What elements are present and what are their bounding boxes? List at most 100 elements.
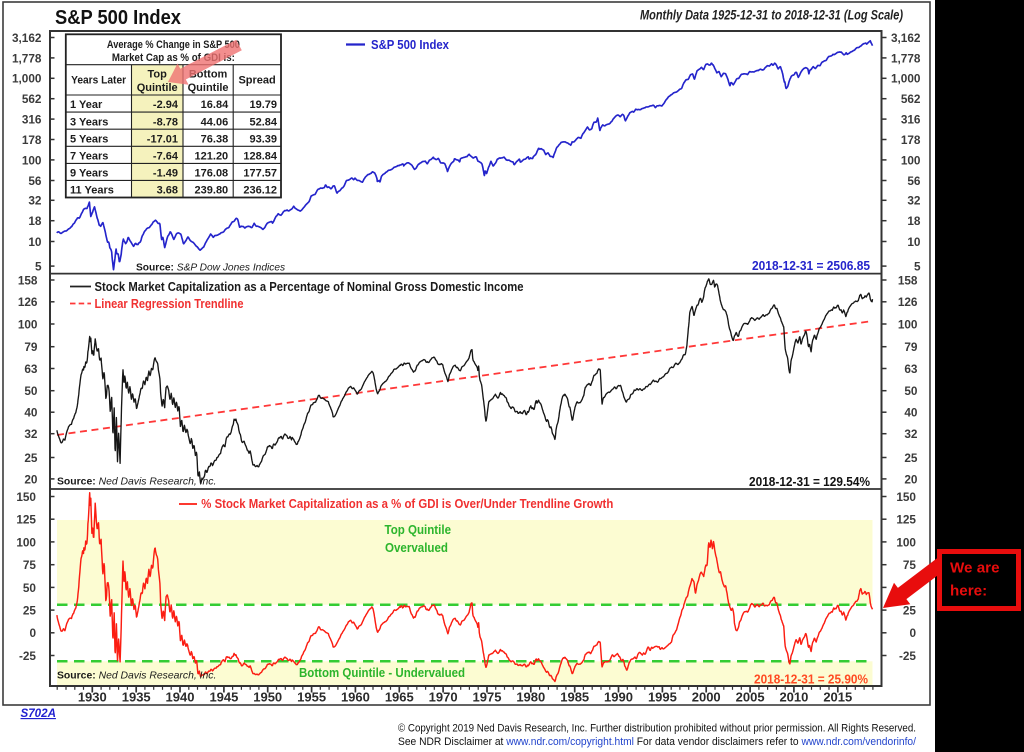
svg-text:1970: 1970 xyxy=(429,690,458,705)
svg-text:100: 100 xyxy=(898,317,918,331)
svg-text:25: 25 xyxy=(24,451,38,465)
svg-text:56: 56 xyxy=(907,174,921,188)
svg-text:-17.01: -17.01 xyxy=(147,133,178,145)
svg-text:316: 316 xyxy=(22,113,42,127)
svg-text:316: 316 xyxy=(901,113,921,127)
svg-text:Top Quintile: Top Quintile xyxy=(385,522,452,537)
svg-text:1960: 1960 xyxy=(341,690,370,705)
svg-text:1,000: 1,000 xyxy=(12,72,42,86)
svg-text:100: 100 xyxy=(18,317,38,331)
svg-text:177.57: 177.57 xyxy=(243,168,277,180)
svg-text:See NDR Disclaimer at www.ndr.: See NDR Disclaimer at www.ndr.com/copyri… xyxy=(398,736,916,748)
svg-text:20: 20 xyxy=(904,472,918,486)
svg-text:1945: 1945 xyxy=(209,690,238,705)
svg-text:-2.94: -2.94 xyxy=(153,99,179,111)
svg-text:52.84: 52.84 xyxy=(249,116,277,128)
svg-text:75: 75 xyxy=(23,558,37,572)
svg-text:1985: 1985 xyxy=(560,690,589,705)
svg-text:1950: 1950 xyxy=(253,690,282,705)
svg-text:Overvalued: Overvalued xyxy=(385,540,448,555)
svg-text:2010: 2010 xyxy=(779,690,808,705)
svg-text:3,162: 3,162 xyxy=(891,31,921,45)
svg-text:79: 79 xyxy=(904,340,918,354)
svg-text:16.84: 16.84 xyxy=(201,99,229,111)
svg-text:158: 158 xyxy=(18,273,38,287)
svg-text:1 Year: 1 Year xyxy=(70,99,103,111)
svg-text:Quintile: Quintile xyxy=(188,82,229,94)
svg-text:100: 100 xyxy=(22,153,42,167)
svg-text:93.39: 93.39 xyxy=(249,133,277,145)
svg-text:5: 5 xyxy=(35,260,42,274)
svg-text:11 Years: 11 Years xyxy=(70,185,114,197)
svg-text:Linear Regression Trendline: Linear Regression Trendline xyxy=(95,296,244,311)
svg-text:2000: 2000 xyxy=(692,690,721,705)
svg-text:1940: 1940 xyxy=(166,690,195,705)
svg-text:239.80: 239.80 xyxy=(195,185,229,197)
svg-text:44.06: 44.06 xyxy=(201,116,229,128)
svg-text:2005: 2005 xyxy=(736,690,765,705)
svg-text:562: 562 xyxy=(901,92,921,106)
svg-text:1955: 1955 xyxy=(297,690,326,705)
svg-text:Years Later: Years Later xyxy=(71,74,127,86)
svg-text:1,778: 1,778 xyxy=(12,51,42,65)
svg-text:-1.49: -1.49 xyxy=(153,168,178,180)
svg-text:178: 178 xyxy=(901,133,921,147)
svg-text:1980: 1980 xyxy=(516,690,545,705)
svg-text:32: 32 xyxy=(24,427,38,441)
svg-text:Source: S&P Dow Jones Indices: Source: S&P Dow Jones Indices xyxy=(136,263,285,274)
svg-text:1,000: 1,000 xyxy=(891,72,921,86)
svg-text:Spread: Spread xyxy=(238,74,275,86)
svg-text:1930: 1930 xyxy=(78,690,107,705)
svg-text:1995: 1995 xyxy=(648,690,677,705)
svg-text:125: 125 xyxy=(896,513,916,527)
svg-text:125: 125 xyxy=(16,513,36,527)
svg-text:18: 18 xyxy=(28,214,42,228)
svg-text:1,778: 1,778 xyxy=(891,51,921,65)
svg-text:32: 32 xyxy=(28,194,42,208)
svg-text:Bottom Quintile - Undervalued: Bottom Quintile - Undervalued xyxy=(299,665,465,680)
svg-text:25: 25 xyxy=(903,604,917,618)
svg-text:128.84: 128.84 xyxy=(243,150,278,162)
svg-text:150: 150 xyxy=(16,490,36,504)
svg-text:3 Years: 3 Years xyxy=(70,116,108,128)
svg-text:100: 100 xyxy=(896,535,916,549)
svg-text:20: 20 xyxy=(24,472,38,486)
svg-text:40: 40 xyxy=(904,406,918,420)
svg-text:178: 178 xyxy=(22,133,42,147)
svg-text:Top: Top xyxy=(148,69,168,81)
svg-text:Quintile: Quintile xyxy=(137,82,178,94)
svg-text:25: 25 xyxy=(23,604,37,618)
svg-text:9 Years: 9 Years xyxy=(70,168,108,180)
svg-text:S702A: S702A xyxy=(21,707,56,720)
svg-text:32: 32 xyxy=(907,194,921,208)
svg-text:56: 56 xyxy=(28,174,42,188)
svg-text:76.38: 76.38 xyxy=(201,133,229,145)
svg-text:Stock Market Capitalization as: Stock Market Capitalization as a Percent… xyxy=(95,279,524,294)
svg-text:5: 5 xyxy=(914,260,921,274)
svg-text:126: 126 xyxy=(898,295,918,309)
svg-text:1965: 1965 xyxy=(385,690,414,705)
svg-text:1935: 1935 xyxy=(122,690,151,705)
svg-text:here:: here: xyxy=(950,583,987,600)
svg-text:2018-12-31 = 2506.85: 2018-12-31 = 2506.85 xyxy=(752,259,870,273)
svg-text:150: 150 xyxy=(896,490,916,504)
svg-text:Source: Ned Davis Research, In: Source: Ned Davis Research, Inc. xyxy=(57,477,216,488)
svg-text:25: 25 xyxy=(904,451,918,465)
svg-text:Monthly Data 1925-12-31 to 201: Monthly Data 1925-12-31 to 2018-12-31 (L… xyxy=(640,7,903,22)
svg-text:50: 50 xyxy=(23,581,37,595)
svg-text:3.68: 3.68 xyxy=(157,185,178,197)
svg-text:40: 40 xyxy=(24,406,38,420)
svg-text:100: 100 xyxy=(16,535,36,549)
svg-text:% Stock Market Capitalization: % Stock Market Capitalization as a % of … xyxy=(201,496,613,511)
svg-text:79: 79 xyxy=(24,340,38,354)
svg-text:121.20: 121.20 xyxy=(195,150,229,162)
svg-text:63: 63 xyxy=(904,362,918,376)
svg-text:10: 10 xyxy=(907,235,921,249)
svg-text:S&P 500 Index: S&P 500 Index xyxy=(55,6,182,29)
svg-text:Average % Change in S&P 500: Average % Change in S&P 500 xyxy=(107,39,240,51)
svg-text:-25: -25 xyxy=(19,649,36,663)
svg-text:0: 0 xyxy=(909,626,916,640)
svg-text:-25: -25 xyxy=(899,649,916,663)
svg-text:50: 50 xyxy=(904,384,918,398)
svg-text:18: 18 xyxy=(907,214,921,228)
